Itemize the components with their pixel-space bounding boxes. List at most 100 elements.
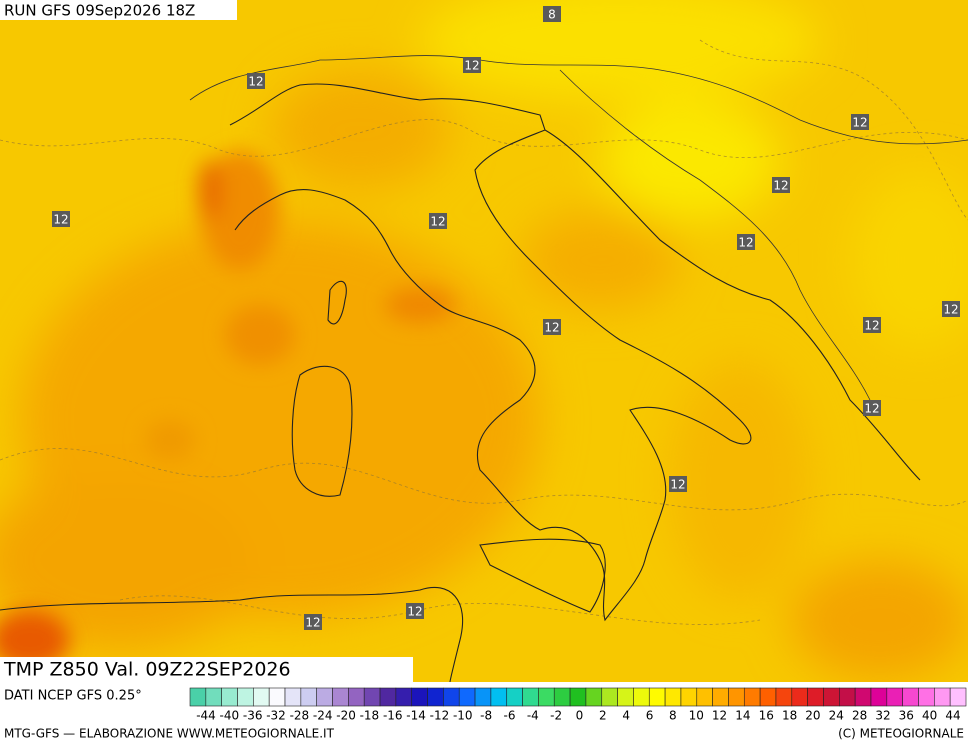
map-title: TMP Z850 Val. 09Z22SEP2026: [3, 659, 291, 681]
colorbar-swatch: [253, 687, 270, 707]
contour-label: 12: [248, 75, 263, 89]
contour-label-box: [429, 213, 447, 229]
colorbar-swatch: [791, 687, 808, 707]
contour-label-box: [543, 319, 561, 335]
colorbar-swatch: [189, 687, 207, 707]
contour-label-box: [463, 57, 481, 73]
colorbar-tick-label: 6: [646, 709, 654, 723]
colorbar-swatch: [696, 687, 713, 707]
contour-label-box: [247, 73, 265, 89]
contour-label: 12: [53, 213, 68, 227]
colorbar-swatch: [949, 687, 967, 707]
colorbar-tick-label: 18: [782, 709, 797, 723]
colorbar-swatch: [601, 687, 618, 707]
colorbar-swatch: [490, 687, 508, 707]
contour-label-box: [737, 234, 755, 250]
colorbar-swatch: [268, 687, 286, 707]
colorbar-tick-label: 36: [899, 709, 914, 723]
colorbar-tick-label: -18: [360, 709, 380, 723]
contour-label-box: [863, 317, 881, 333]
colorbar-tick-label: 2: [599, 709, 607, 723]
contour-label: 8: [548, 8, 556, 22]
colorbar-swatch: [728, 687, 745, 707]
colorbar-swatch: [237, 687, 254, 707]
colorbar-swatch: [553, 687, 571, 707]
colorbar-swatch: [522, 687, 539, 707]
colorbar-tick-label: -24: [313, 709, 333, 723]
colorbar-swatch: [775, 687, 793, 707]
colorbar-swatch: [854, 687, 872, 707]
contour-label-box: [863, 400, 881, 416]
colorbar-swatch: [427, 687, 444, 707]
colorbar-tick-label: -40: [220, 709, 240, 723]
colorbar-swatch: [664, 687, 682, 707]
colorbar-swatch: [569, 687, 587, 707]
colorbar-tick-label: -20: [336, 709, 356, 723]
colorbar-swatch: [205, 687, 222, 707]
colorbar-tick-label: -14: [406, 709, 426, 723]
contour-label-box: [942, 301, 960, 317]
colorbar-tick-label: -32: [266, 709, 286, 723]
title-box: [0, 657, 413, 683]
colorbar-swatch: [918, 687, 935, 707]
colorbar-swatch: [443, 687, 460, 707]
colorbar-tick-label: -16: [383, 709, 403, 723]
colorbar-tick-label: -4: [527, 709, 539, 723]
colorbar-tick-label: 14: [735, 709, 750, 723]
colorbar-swatch: [316, 687, 333, 707]
colorbar-tick-label: -2: [550, 709, 562, 723]
colorbar-swatch: [680, 687, 698, 707]
footer-right: (C) METEOGIORNALE: [838, 727, 964, 741]
colorbar-swatch: [839, 687, 856, 707]
contour-label-box: [851, 114, 869, 130]
contour-label-box: [543, 6, 561, 22]
colorbar-tick-label: -36: [243, 709, 263, 723]
contour-label-box: [669, 476, 687, 492]
colorbar-tick-label: 28: [852, 709, 867, 723]
colorbar-tick-label: 40: [922, 709, 937, 723]
contour-label: 12: [430, 215, 445, 229]
colorbar-tick-label: 10: [689, 709, 704, 723]
source-label: DATI NCEP GFS 0.25°: [4, 689, 142, 704]
colorbar-swatch: [300, 687, 317, 707]
colorbar-swatch: [633, 687, 650, 707]
colorbar-swatch: [332, 687, 349, 707]
colorbar-swatch: [363, 687, 381, 707]
colorbar-swatch: [886, 687, 903, 707]
colorbar-swatch: [395, 687, 413, 707]
colorbar-swatch: [807, 687, 824, 707]
colorbar-tick-label: 24: [829, 709, 844, 723]
colorbar-swatch: [538, 687, 555, 707]
colorbar-tick-label: 32: [875, 709, 890, 723]
colorbar-swatch: [411, 687, 428, 707]
colorbar-swatch: [934, 687, 951, 707]
colorbar-tick-label: 0: [576, 709, 584, 723]
contour-label: 12: [464, 59, 479, 73]
colorbar-swatch: [759, 687, 777, 707]
colorbar-swatch: [902, 687, 919, 707]
colorbar-swatch: [648, 687, 666, 707]
colorbar-swatch: [506, 687, 523, 707]
colorbar-swatch: [284, 687, 302, 707]
contour-label-box: [304, 614, 322, 630]
colorbar-tick-label: 20: [805, 709, 820, 723]
colorbar-tick-label: 12: [712, 709, 727, 723]
colorbar-swatch: [474, 687, 492, 707]
colorbar-tick-label: -10: [453, 709, 473, 723]
contour-label: 12: [864, 402, 879, 416]
colorbar-tick-label: -8: [480, 709, 492, 723]
header-box: [0, 0, 237, 20]
colorbar-tick-label: 44: [945, 709, 960, 723]
colorbar-swatch: [870, 687, 888, 707]
colorbar-swatch: [617, 687, 634, 707]
colorbar-swatch: [458, 687, 476, 707]
contour-label-box: [406, 603, 424, 619]
colorbar-tick-label: 4: [622, 709, 630, 723]
colorbar-tick-label: 8: [669, 709, 677, 723]
contour-label-box: [52, 211, 70, 227]
contour-label: 12: [773, 179, 788, 193]
colorbar-tick-label: -28: [290, 709, 310, 723]
contour-label: 12: [864, 319, 879, 333]
colorbar-swatch: [379, 687, 397, 707]
